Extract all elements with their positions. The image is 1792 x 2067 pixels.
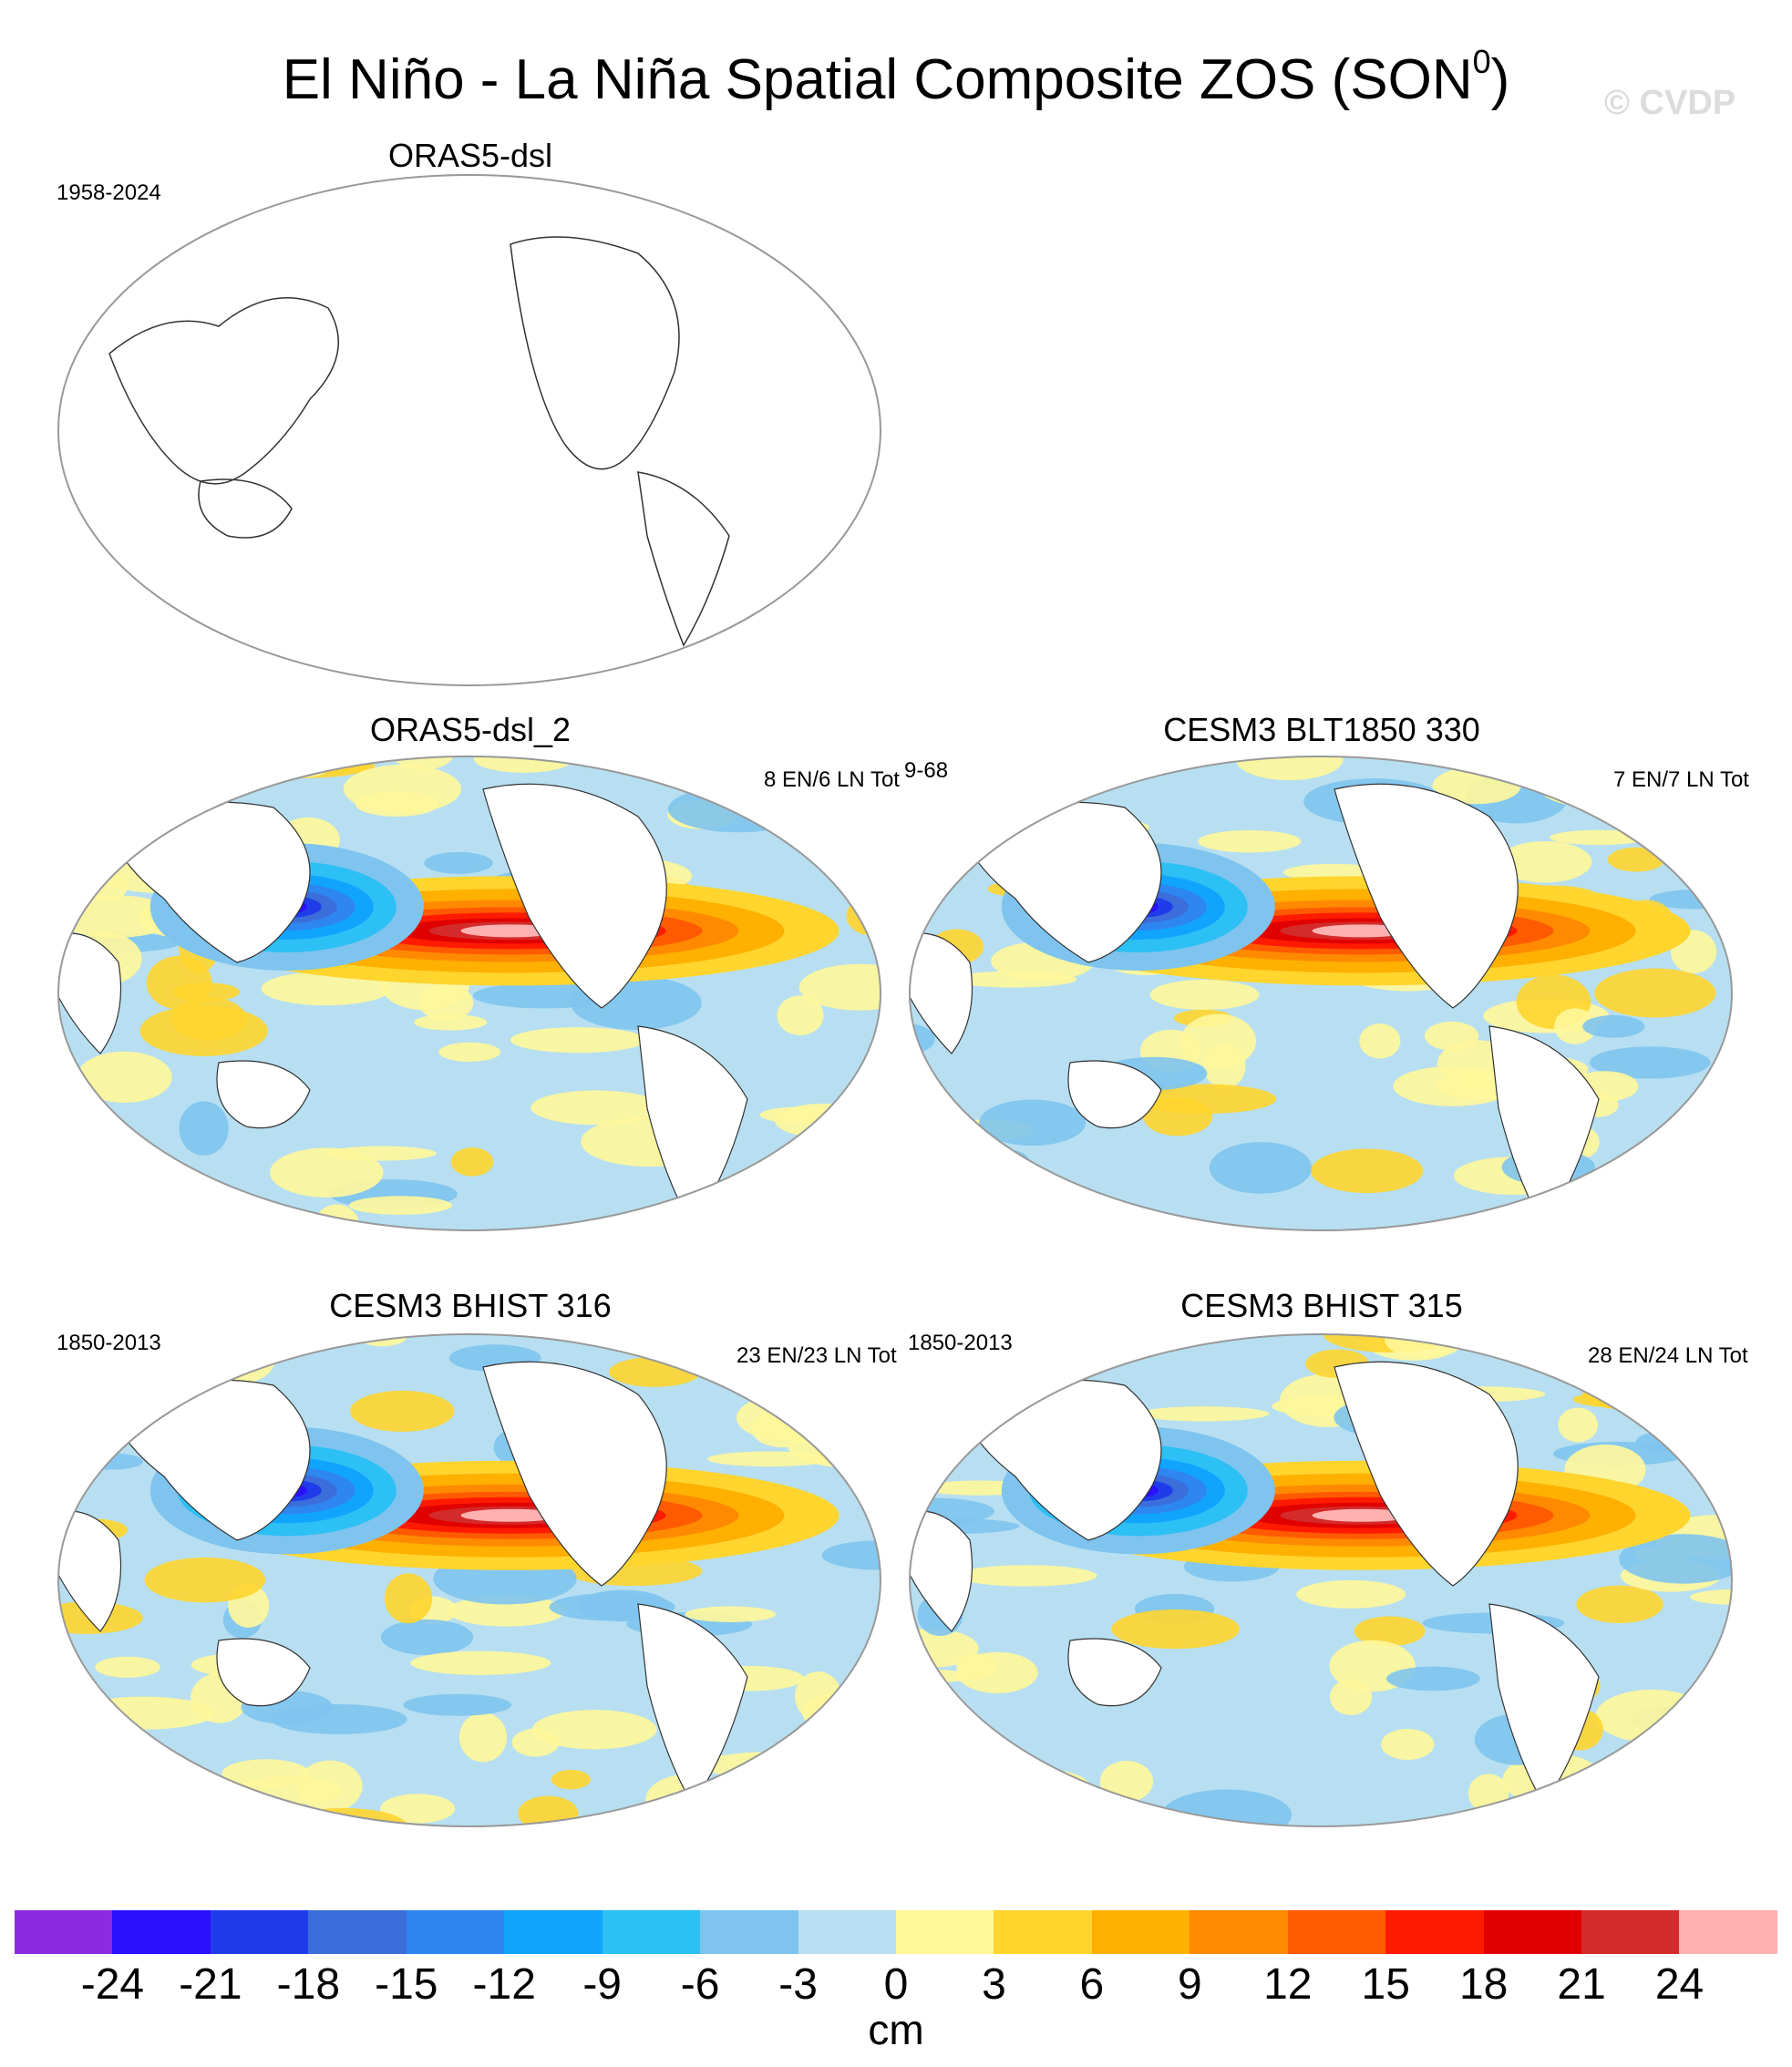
colorbar-swatch [1385,1910,1484,1954]
colorbar-swatch [1287,1910,1386,1954]
panel-title: CESM3 BLT1850 330 [1163,711,1480,748]
watermark: © CVDP [1604,84,1736,122]
panel-title: ORAS5-dsl_2 [369,711,572,748]
colorbar-tick-label: 3 [982,1960,1006,2009]
colorbar-swatch [1483,1910,1581,1954]
colorbar-tick-label: 24 [1654,1960,1704,2009]
colorbar-swatch [1679,1910,1777,1954]
colorbar-swatch [504,1910,602,1954]
colorbar [15,1910,1777,1954]
panel-count-label: 7 EN/7 LN Tot [1613,767,1749,792]
colorbar-swatch [1190,1910,1288,1954]
colorbar-swatch [15,1910,113,1954]
map-panel-3 [909,756,1733,1231]
colorbar-tick-label: -12 [472,1960,536,2009]
panel-count-label: 23 EN/23 LN Tot [736,1343,897,1368]
panel-title: CESM3 BHIST 316 [329,1287,612,1324]
colorbar-swatch [210,1910,309,1954]
colorbar-tick-label: 6 [1079,1960,1105,2009]
colorbar-swatch [602,1910,701,1954]
colorbar-ticks: -24 -21 -18 -15 -12 -9 -6 -3 0 3 6 9 12 15 18 21 24 [0,1959,1792,2014]
panel-count-label: 8 EN/6 LN Tot [764,767,900,792]
panel-count-label: 28 EN/24 LN Tot [1588,1343,1748,1368]
colorbar-units: cm [868,2006,924,2053]
colorbar-swatch [406,1910,505,1954]
map-panel-1 [57,174,881,686]
colorbar-swatch [700,1910,798,1954]
colorbar-tick-label: -15 [375,1960,438,2009]
colorbar-swatch [994,1910,1092,1954]
panel-title: ORAS5-dsl [387,137,553,174]
colorbar-tick-label: 21 [1557,1960,1606,2009]
panel-title: CESM3 BHIST 315 [1180,1287,1463,1324]
colorbar-tick-label: -3 [778,1960,818,2009]
panel-years-label: 1850-2013 [908,1331,1013,1355]
colorbar-tick-label: -6 [680,1960,720,2009]
colorbar-tick-label: 15 [1361,1960,1410,2009]
map-panel-5 [909,1333,1733,1827]
colorbar-tick-label: 0 [883,1960,909,2009]
colorbar-swatch [1581,1910,1680,1954]
colorbar-swatch [1091,1910,1190,1954]
colorbar-tick-label: 12 [1263,1960,1313,2009]
map-panel-4 [57,1333,881,1827]
figure-title: El Niño - La Niña Spatial Composite ZOS … [282,43,1510,111]
colorbar-tick-label: 18 [1458,1960,1509,2009]
map-panel-2 [57,756,881,1231]
colorbar-tick-label: -24 [80,1960,145,2009]
panel-years-label: 1850-2013 [57,1331,161,1355]
colorbar-swatch [895,1910,994,1954]
colorbar-swatch [798,1910,896,1954]
panel-extra-label: 9-68 [904,758,949,783]
colorbar-swatch [112,1910,211,1954]
colorbar-tick-label: -18 [276,1960,341,2009]
panel-years-label: 1958-2024 [57,180,161,205]
colorbar-tick-label: -21 [179,1960,242,2009]
colorbar-tick-label: 9 [1177,1960,1202,2009]
colorbar-tick-label: -9 [582,1960,622,2009]
colorbar-swatch [308,1910,407,1954]
